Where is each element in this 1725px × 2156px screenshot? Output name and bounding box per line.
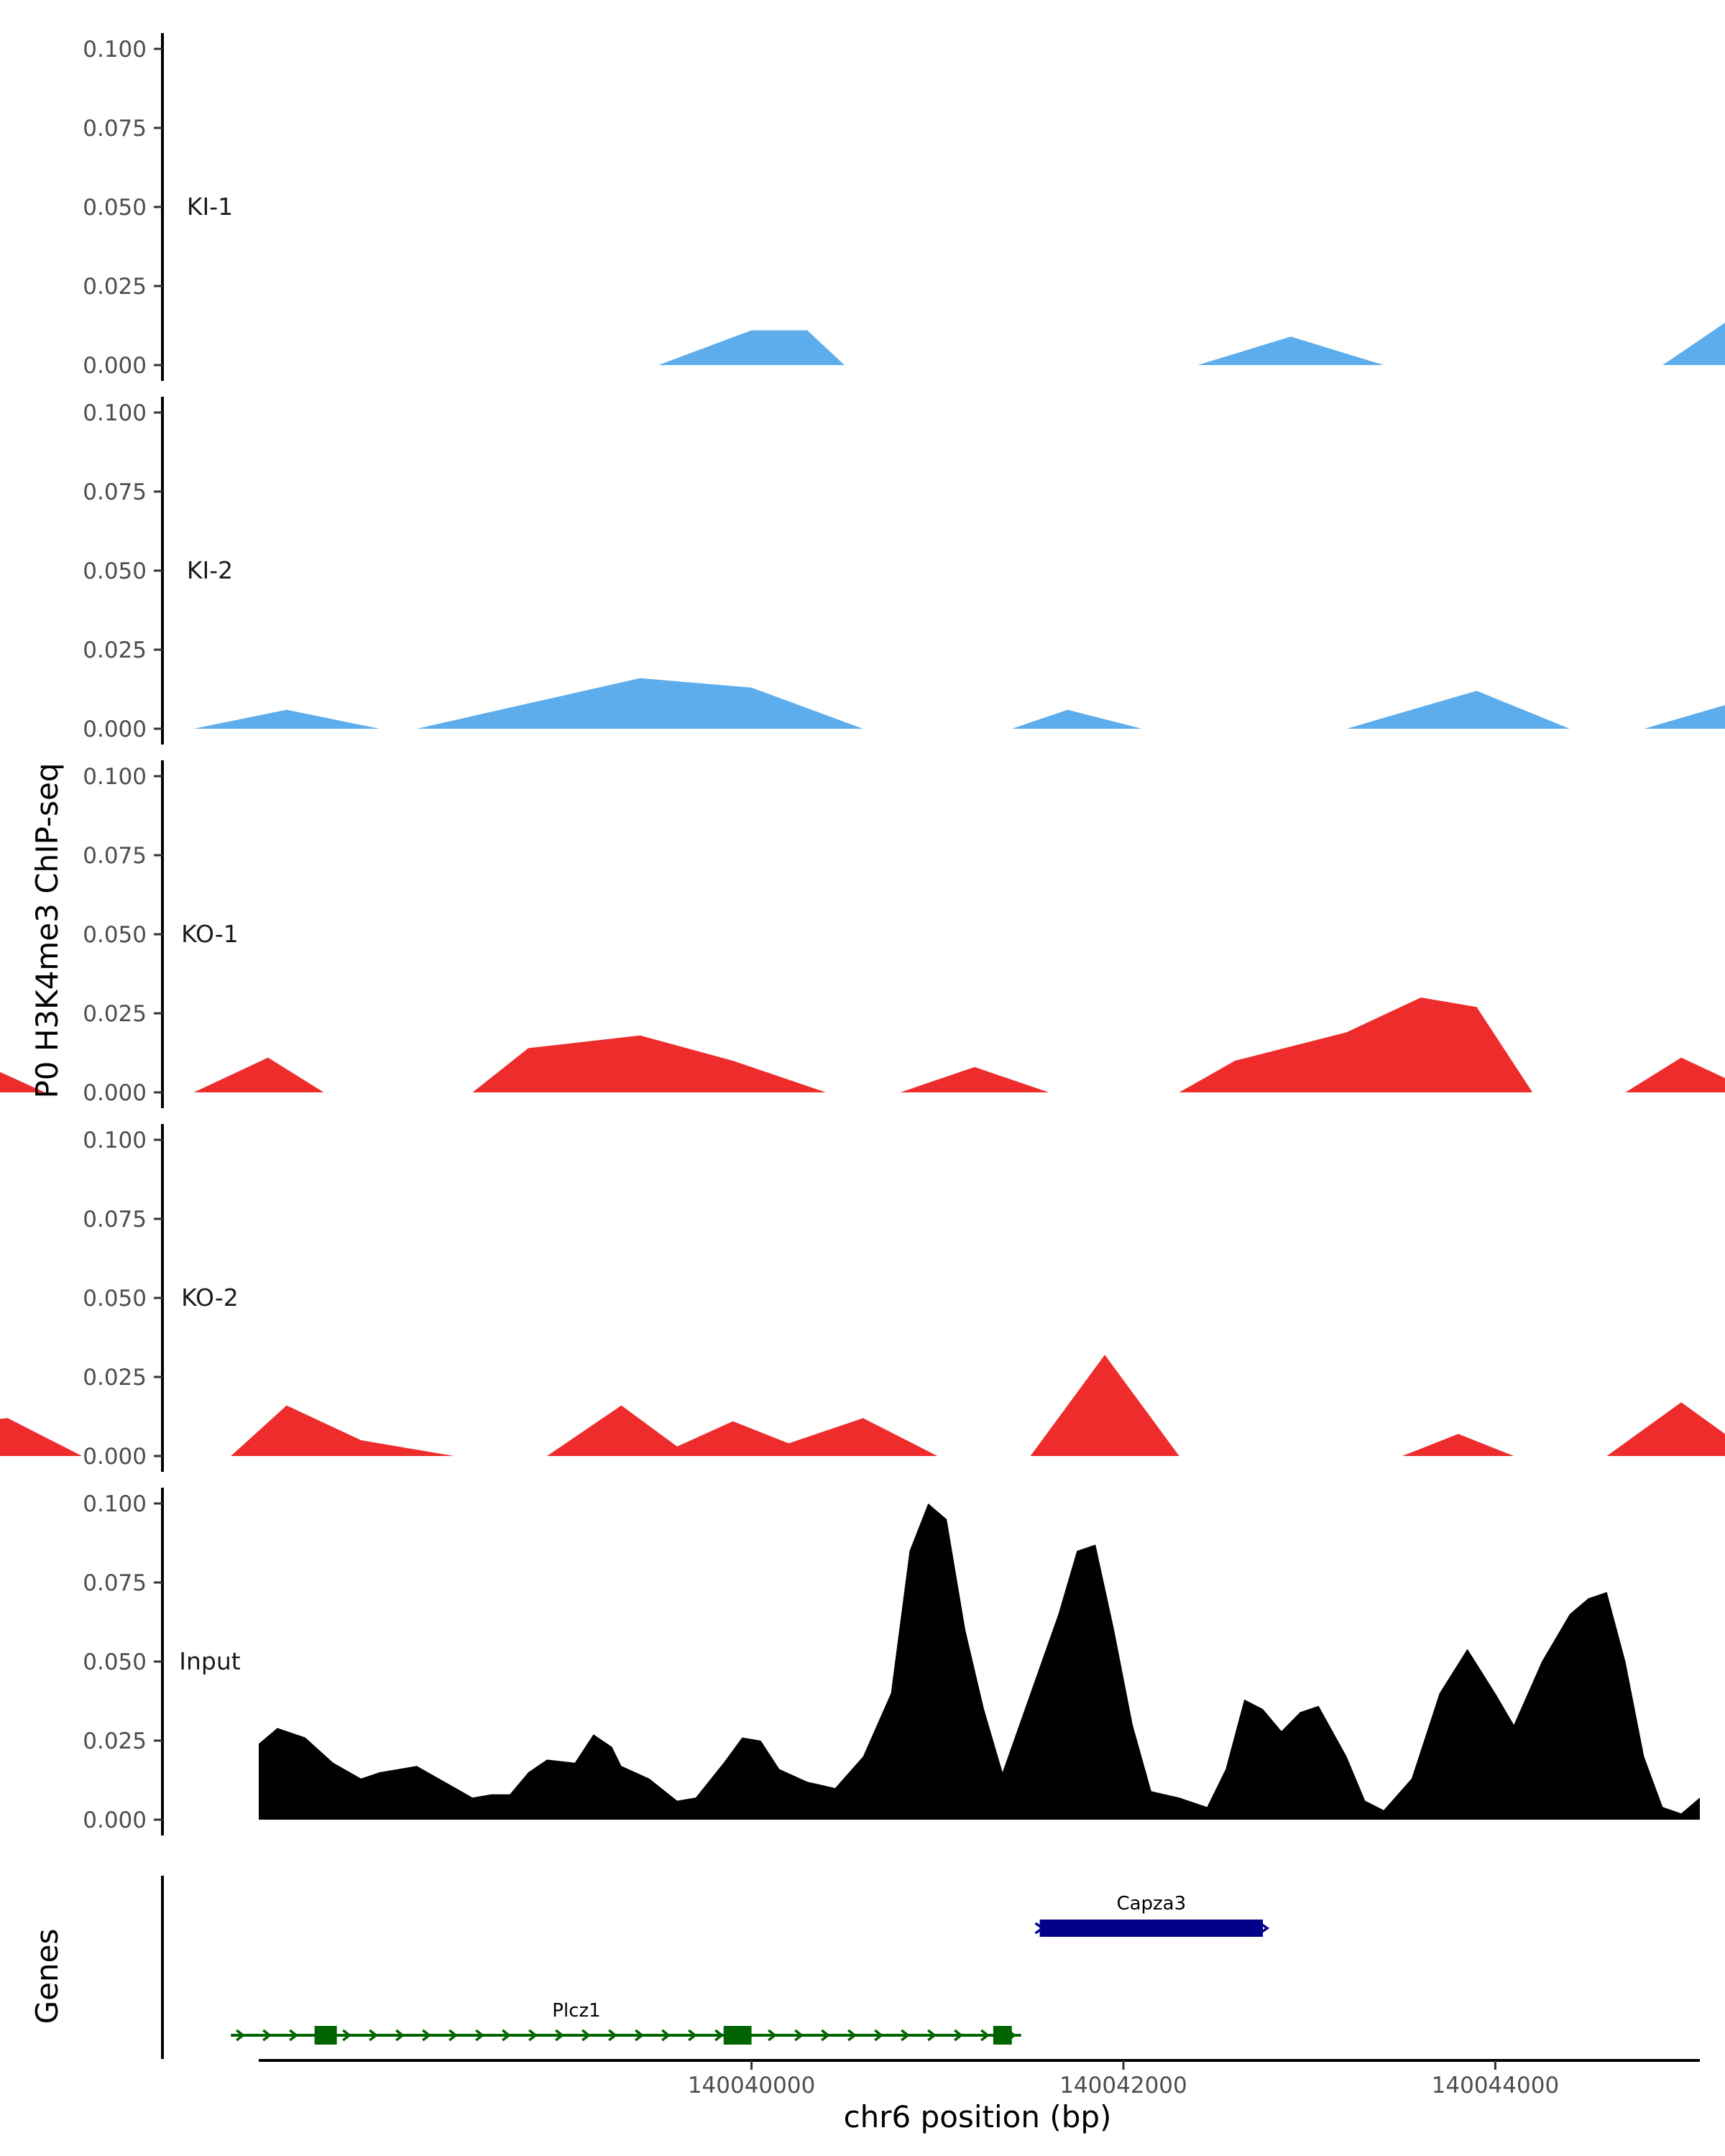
- track-ko-2: 0.000 0.025 0.050 0.075 0.100 KO-2: [0, 1124, 1725, 1472]
- track-ki-2: 0.000 0.025 0.050 0.075 0.100 KI-2: [0, 397, 1725, 745]
- strand-arrow: [847, 2029, 857, 2042]
- strand-arrow: [1259, 1922, 1270, 1935]
- y-tick-label: 0.000: [83, 1444, 147, 1470]
- track-label: Input: [179, 1647, 241, 1675]
- y-tick-label: 0.000: [83, 1080, 147, 1106]
- x-tick-label: 140044000: [1432, 2073, 1560, 2099]
- strand-arrow: [980, 2029, 990, 2042]
- gene-plcz1: Plcz1: [231, 2000, 1021, 2045]
- strand-arrow: [794, 2029, 804, 2042]
- y-tick-label: 0.050: [83, 922, 147, 948]
- y-tick-label: 0.025: [83, 1728, 147, 1754]
- y-tick-label: 0.025: [83, 637, 147, 663]
- genes-layer: Capza3 Plcz1: [161, 1876, 1270, 2059]
- strand-arrow: [927, 2029, 937, 2042]
- gene-capza3: Capza3: [1034, 1893, 1270, 1937]
- strand-arrow: [581, 2029, 592, 2042]
- strand-arrow: [448, 2029, 459, 2042]
- track-input: 0.000 0.025 0.050 0.075 0.100 Input: [83, 1488, 1700, 1835]
- track-label: KI-2: [187, 556, 233, 584]
- y-tick-label: 0.050: [83, 1649, 147, 1675]
- strand-arrow: [289, 2029, 299, 2042]
- strand-arrow: [608, 2029, 618, 2042]
- y-tick-label: 0.000: [83, 1807, 147, 1833]
- gene-exon: [993, 2026, 1012, 2045]
- y-tick-label: 0.100: [83, 1491, 147, 1517]
- strand-arrow: [555, 2029, 565, 2042]
- strand-arrow: [475, 2029, 485, 2042]
- strand-arrow: [422, 2029, 432, 2042]
- track-area-ko-2: [0, 1355, 1725, 1456]
- tracks-layer: 0.0000.0250.0500.0750.100KI-10.0000.0250…: [0, 33, 1725, 1835]
- y-tick-label: 0.075: [83, 479, 147, 505]
- y-tick-label: 0.050: [83, 195, 147, 221]
- y-tick-label: 0.025: [83, 1365, 147, 1391]
- gene-body: [1039, 1920, 1264, 1937]
- y-tick-label: 0.075: [83, 843, 147, 869]
- x-tick-label: 140040000: [688, 2073, 816, 2099]
- track-label: KO-2: [181, 1284, 239, 1312]
- y-tick-label: 0.100: [83, 1128, 147, 1153]
- y-tick-label: 0.050: [83, 558, 147, 584]
- track-ki-1: 0.000 0.025 0.050 0.075 0.100 KI-1: [83, 33, 1725, 381]
- strand-arrow: [768, 2029, 778, 2042]
- track-area-ko-1: [0, 998, 1725, 1092]
- y-tick-label: 0.000: [83, 353, 147, 379]
- gene-name-label: Plcz1: [552, 2000, 600, 2022]
- gene-exon: [723, 2026, 752, 2045]
- strand-arrow: [1034, 1922, 1045, 1935]
- y-tick-label: 0.100: [83, 764, 147, 790]
- strand-arrow: [236, 2029, 246, 2042]
- strand-arrow: [954, 2029, 964, 2042]
- y-tick-label: 0.075: [83, 1570, 147, 1596]
- x-axis: 140040000 140042000 140044000: [259, 2059, 1700, 2099]
- track-area-input: [259, 1503, 1700, 1820]
- strand-arrow: [262, 2029, 272, 2042]
- track-label: KI-1: [187, 193, 233, 221]
- strand-arrow: [395, 2029, 405, 2042]
- track-area-ki-2: [0, 678, 1725, 729]
- y-tick-label: 0.025: [83, 1001, 147, 1027]
- strand-arrow: [714, 2029, 724, 2042]
- strand-arrow: [342, 2029, 352, 2042]
- y-tick-label: 0.075: [83, 1207, 147, 1233]
- y-axis-title: P0 H3K4me3 ChIP-seq: [29, 763, 65, 1098]
- strand-arrow: [821, 2029, 831, 2042]
- gene-name-label: Capza3: [1116, 1893, 1186, 1915]
- strand-arrow: [874, 2029, 884, 2042]
- track-area-ki-1: [658, 322, 1725, 365]
- strand-arrow: [661, 2029, 671, 2042]
- strand-arrow: [369, 2029, 379, 2042]
- strand-arrow: [901, 2029, 911, 2042]
- x-tick-label: 140042000: [1059, 2073, 1187, 2099]
- track-label: KO-1: [181, 920, 239, 948]
- y-tick-label: 0.075: [83, 116, 147, 142]
- gene-exon: [314, 2026, 337, 2045]
- y-tick-label: 0.100: [83, 37, 147, 63]
- strand-arrow: [502, 2029, 512, 2042]
- genes-axis-title: Genes: [29, 1929, 65, 2024]
- y-tick-label: 0.050: [83, 1286, 147, 1312]
- y-tick-label: 0.025: [83, 274, 147, 300]
- strand-arrow: [688, 2029, 698, 2042]
- strand-arrow: [635, 2029, 645, 2042]
- x-axis-title: chr6 position (bp): [844, 2099, 1112, 2134]
- y-tick-label: 0.100: [83, 400, 147, 426]
- strand-arrow: [528, 2029, 538, 2042]
- track-ko-1: 0.000 0.025 0.050 0.075 0.100 KO-1: [0, 760, 1725, 1108]
- y-tick-label: 0.000: [83, 717, 147, 742]
